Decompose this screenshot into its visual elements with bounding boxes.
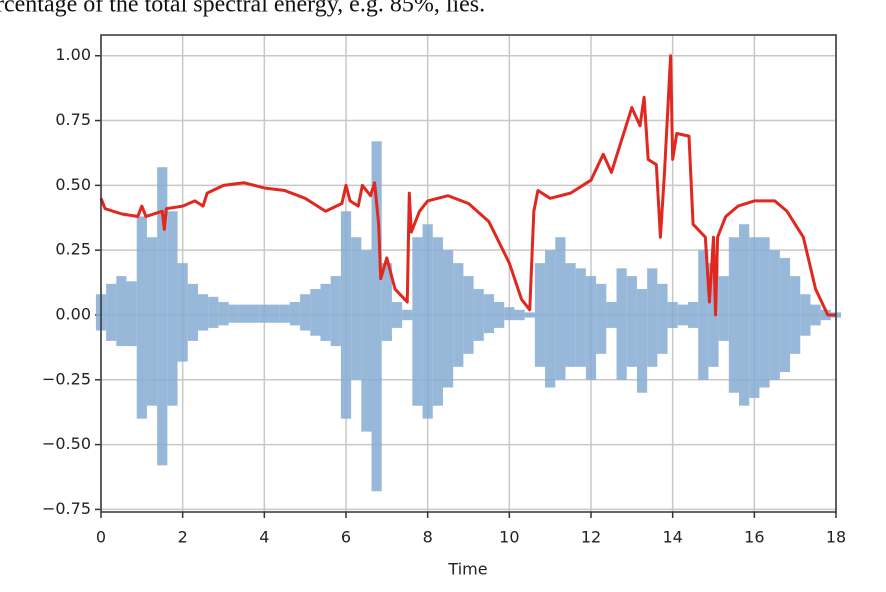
waveform-band bbox=[616, 268, 627, 380]
x-tick-label: 18 bbox=[826, 528, 846, 547]
waveform-band bbox=[810, 304, 821, 326]
waveform-band bbox=[412, 237, 423, 406]
waveform-band bbox=[197, 294, 209, 331]
waveform-band bbox=[739, 224, 750, 406]
y-tick-label: 1.00 bbox=[55, 45, 91, 64]
waveform-band bbox=[391, 302, 403, 328]
waveform-band bbox=[157, 167, 168, 466]
x-tick-label: 16 bbox=[744, 528, 764, 547]
waveform-band bbox=[473, 289, 484, 341]
waveform-band bbox=[667, 302, 678, 328]
waveform-band bbox=[371, 141, 382, 492]
x-tick-label: 10 bbox=[499, 528, 519, 547]
waveform-band bbox=[718, 276, 729, 341]
waveform-band bbox=[790, 276, 801, 354]
waveform-band bbox=[820, 309, 831, 321]
waveform-band bbox=[238, 304, 250, 323]
rolloff-line bbox=[99, 54, 836, 317]
waveform-band bbox=[361, 250, 372, 432]
waveform-band bbox=[596, 283, 607, 354]
waveform-band bbox=[432, 237, 443, 406]
waveform-band bbox=[647, 268, 658, 367]
x-axis-label: Time bbox=[447, 560, 487, 579]
waveform-band bbox=[126, 281, 137, 347]
y-tick-label: −0.50 bbox=[42, 434, 91, 453]
x-tick-label: 8 bbox=[423, 528, 433, 547]
waveform-band bbox=[565, 263, 576, 367]
waveform-band bbox=[340, 211, 352, 419]
waveform-band bbox=[534, 263, 546, 367]
waveform-band bbox=[136, 216, 147, 419]
y-tick-label: 0.00 bbox=[55, 304, 91, 323]
waveform-band bbox=[146, 237, 158, 406]
waveform-band bbox=[259, 304, 270, 323]
waveform-band bbox=[698, 250, 709, 380]
y-tick-label: 0.75 bbox=[55, 110, 91, 129]
waveform-band bbox=[249, 304, 260, 323]
y-tick-label: −0.25 bbox=[42, 369, 91, 388]
x-tick-label: 0 bbox=[96, 528, 106, 547]
waveform-band bbox=[218, 302, 229, 326]
waveform-band bbox=[351, 237, 362, 380]
waveform-band bbox=[749, 237, 760, 398]
waveform-band bbox=[494, 302, 505, 328]
x-tick-label: 2 bbox=[178, 528, 188, 547]
y-tick-label: −0.75 bbox=[42, 499, 91, 518]
waveform-band bbox=[779, 257, 791, 373]
y-tick-label: 0.50 bbox=[55, 175, 91, 194]
waveform-band bbox=[208, 296, 219, 328]
waveform-band bbox=[381, 263, 392, 341]
waveform-band bbox=[289, 302, 301, 326]
waveform-band bbox=[330, 276, 341, 347]
waveform-band bbox=[442, 250, 454, 388]
waveform-band bbox=[504, 307, 515, 321]
waveform-band bbox=[708, 263, 719, 367]
waveform-band bbox=[453, 263, 464, 367]
waveform-band bbox=[800, 294, 811, 336]
waveform-band bbox=[657, 283, 668, 354]
waveform-band bbox=[514, 309, 525, 321]
waveform-band bbox=[483, 294, 495, 334]
waveform-band bbox=[555, 237, 566, 380]
waveform-band bbox=[759, 237, 770, 388]
waveform-band bbox=[320, 283, 331, 341]
waveform-band bbox=[524, 312, 535, 318]
waveform-band bbox=[106, 283, 117, 341]
plot-frame bbox=[100, 34, 837, 513]
waveform-band bbox=[269, 304, 280, 323]
caption: rcentage of the total spectral energy, e… bbox=[0, 0, 485, 18]
waveform-band bbox=[585, 276, 597, 380]
waveform-band bbox=[228, 304, 239, 323]
waveform-band bbox=[167, 211, 178, 406]
waveform-band bbox=[626, 276, 637, 367]
waveform-band bbox=[545, 250, 556, 388]
waveform-band bbox=[636, 289, 648, 393]
x-tick-label: 12 bbox=[581, 528, 601, 547]
waveform-band bbox=[402, 309, 413, 321]
y-tick-label: 0.25 bbox=[55, 240, 91, 259]
waveform-band bbox=[177, 263, 188, 362]
waveform-band bbox=[677, 304, 688, 326]
waveform-band bbox=[606, 302, 617, 328]
waveform-band bbox=[187, 283, 198, 341]
waveform-band bbox=[728, 237, 740, 393]
waveform-band bbox=[279, 304, 290, 323]
waveform-band bbox=[769, 250, 780, 380]
waveform-band bbox=[687, 302, 699, 328]
x-tick-label: 6 bbox=[341, 528, 351, 547]
waveform-band bbox=[310, 289, 321, 336]
x-tick-label: 4 bbox=[259, 528, 269, 547]
waveform-band bbox=[300, 294, 311, 331]
x-tick-label: 14 bbox=[662, 528, 682, 547]
waveform-band bbox=[116, 276, 127, 347]
waveform-band bbox=[463, 276, 474, 354]
waveform-band bbox=[575, 268, 586, 367]
waveform-band bbox=[422, 224, 433, 419]
